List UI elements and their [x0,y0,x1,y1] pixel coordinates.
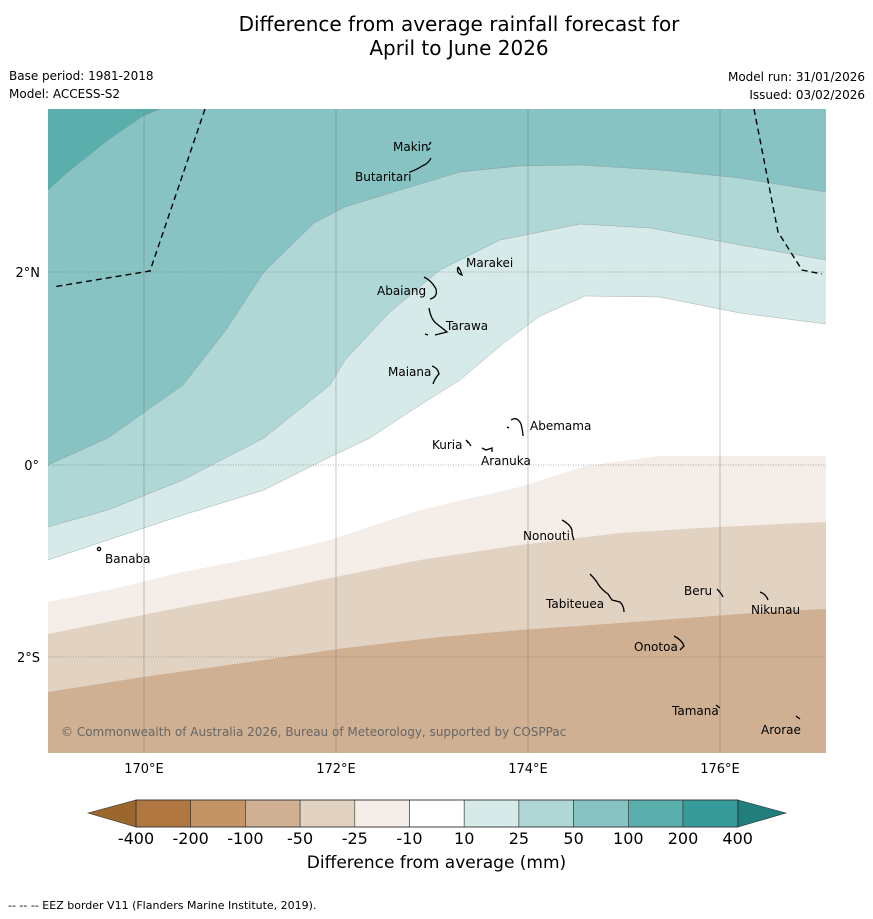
colorbar-tick-200: 200 [668,829,699,848]
colorbar-title: Difference from average (mm) [306,853,567,873]
colorbar-cell-m25-m10 [354,799,410,828]
colorbar-tick--400: -400 [118,829,154,848]
map-title: Difference from average rainfall forecas… [0,12,873,60]
place-labels: Makin Butaritari Marakei Abaiang Tarawa … [105,140,801,737]
colorbar-tick--50: -50 [287,829,313,848]
island-nikunau [759,591,769,601]
lat-tick-0: 0° [24,459,39,474]
contour-lines [48,109,826,561]
lon-tick-174: 174°E [508,762,548,777]
colorbar-extend-low [86,799,137,828]
eez-footnote: -- -- -- EEZ border V11 (Flanders Marine… [8,899,317,912]
label-nonouti: Nonouti [523,529,570,543]
label-onotoa: Onotoa [634,640,678,654]
contour-line-25 [48,223,826,528]
label-marakei: Marakei [466,256,513,270]
band-dry-m100-m50 [48,609,826,753]
island-marakei [456,266,464,277]
contour-line-10 [48,295,826,561]
label-beru: Beru [684,584,712,598]
issued: Issued: 03/02/2026 [749,88,865,102]
island-onotoa [673,635,685,651]
island-tabiteuea [589,573,625,613]
island-butaritari [409,157,432,173]
colorbar-tick-25: 25 [509,829,529,848]
colorbar-tick-100: 100 [613,829,644,848]
colorbar-cell-10-25 [463,799,520,828]
colorbar-cell-m100-m50 [245,799,301,828]
lon-tick-172: 172°E [316,762,356,777]
graticule [143,109,721,753]
colorbar-tick-labels: -400 -200 -100 -50 -25 -10 10 25 50 100 200 400 [118,829,753,848]
colorbar-tick-400: 400 [722,829,753,848]
colorbar-tick-10: 10 [454,829,474,848]
label-butaritari: Butaritari [355,170,412,184]
label-banaba: Banaba [105,552,151,566]
lat-tick-2s: 2°S [17,651,40,666]
lon-tick-176: 176°E [700,762,740,777]
island-makin [427,141,432,151]
island-tarawa [424,307,449,336]
eez-borders [52,109,823,288]
island-banaba [96,546,102,552]
eez-border-east [753,109,823,275]
model: Model: ACCESS-S2 [9,87,121,101]
copyright-notice: © Commonwealth of Australia 2026, Bureau… [61,725,566,739]
colorbar-cell-m10-10 [409,799,465,828]
colorbar-extend-high [737,799,788,828]
model-run: Model run: 31/01/2026 [727,70,865,84]
lon-tick-170: 170°E [124,762,164,777]
label-nikunau: Nikunau [751,603,800,617]
island-abemama [506,418,524,437]
label-aranuka: Aranuka [481,454,531,468]
colorbar-cell-m50-m25 [299,799,356,828]
lat-tick-2n: 2°N [16,266,41,281]
colorbar-cell-m400-m200 [135,799,192,828]
lat-tick-labels: 2°N 0° 2°S [16,266,41,666]
colorbar-tick--10: -10 [396,829,422,848]
lon-tick-labels: 170°E 172°E 174°E 176°E [124,762,740,777]
colorbar-tick--200: -200 [173,829,209,848]
label-abaiang: Abaiang [377,284,426,298]
island-beru [716,588,724,598]
title-line-2: April to June 2026 [369,36,549,60]
base-period: Base period: 1981-2018 [9,69,154,83]
colorbar-cell-25-50 [518,799,574,828]
colorbar-cells [135,799,739,828]
label-maiana: Maiana [388,365,431,379]
colorbar-tick--25: -25 [342,829,368,848]
parallels [48,271,826,658]
label-tabiteuea: Tabiteuea [545,597,604,611]
contour-bands [48,109,826,753]
island-maiana [431,365,440,385]
colorbar-cell-50-100 [573,799,629,828]
label-arorae: Arorae [761,723,801,737]
island-arorae [795,715,801,720]
label-makin: Makin [393,140,429,154]
contour-line-100 [48,109,161,191]
colorbar-frame [135,799,739,828]
island-aranuka [481,447,493,452]
label-tarawa: Tarawa [445,319,488,333]
label-kuria: Kuria [432,438,463,452]
colorbar-cell-100-200 [627,799,684,828]
label-abemama: Abemama [530,419,591,433]
colorbar-cell-200-400 [682,799,739,828]
colorbar-tick--100: -100 [227,829,263,848]
islands [96,141,801,720]
island-kuria [465,439,472,447]
eez-border-west [52,109,206,288]
island-nonouti [561,519,575,541]
island-abaiang [423,276,438,300]
label-tamana: Tamana [671,704,719,718]
title-line-1: Difference from average rainfall forecas… [238,12,680,36]
meta-left: Base period: 1981-2018 Model: ACCESS-S2 [9,67,154,103]
island-tamana [715,704,721,709]
colorbar-tick-50: 50 [563,829,583,848]
contour-line-50 [48,164,826,466]
colorbar: -400 -200 -100 -50 -25 -10 10 25 50 100 200 400 [86,799,788,848]
meta-right: Model run: 31/01/2026 Issued: 03/02/2026 [728,68,865,104]
colorbar-cell-m200-m100 [190,799,246,828]
